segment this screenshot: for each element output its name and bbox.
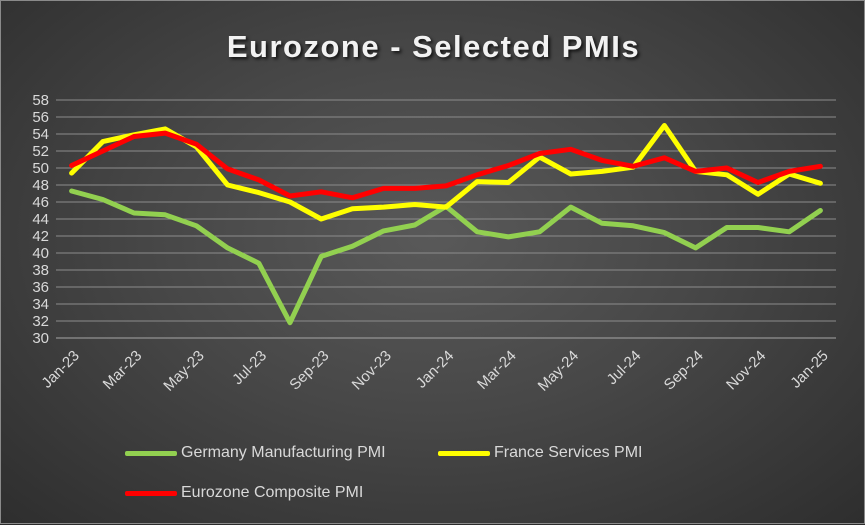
legend-item-france: France Services PMI <box>438 441 642 465</box>
y-tick-label: 58 <box>32 92 49 109</box>
y-tick-label: 36 <box>32 279 49 296</box>
legend-label-france: France Services PMI <box>494 444 643 461</box>
y-tick-label: 46 <box>32 194 49 211</box>
legend-swatch-france <box>438 450 490 456</box>
x-tick-label: May-23 <box>160 347 207 394</box>
y-tick-label: 30 <box>32 330 49 347</box>
x-tick-label: Jul-24 <box>604 347 645 388</box>
series-line-0 <box>69 188 823 326</box>
x-tick-label: Jan-25 <box>787 347 831 391</box>
legend-item-germany: Germany Manufacturing PMI <box>125 441 386 465</box>
y-tick-label: 42 <box>32 228 49 245</box>
x-tick-label: May-24 <box>535 347 582 394</box>
x-tick-label: Nov-23 <box>349 347 395 393</box>
legend-item-eurozone: Eurozone Composite PMI <box>125 481 363 505</box>
y-tick-label: 56 <box>32 109 49 126</box>
y-tick-label: 44 <box>32 211 49 228</box>
x-tick-label: Jul-23 <box>229 347 270 388</box>
y-tick-label: 38 <box>32 262 49 279</box>
y-tick-label: 54 <box>32 126 49 143</box>
legend-label-germany: Germany Manufacturing PMI <box>181 444 386 461</box>
series-line-2 <box>69 130 823 201</box>
x-tick-label: Mar-24 <box>474 347 520 393</box>
y-tick-label: 52 <box>32 143 49 160</box>
x-tick-label: Nov-24 <box>723 347 769 393</box>
y-tick-label: 50 <box>32 160 49 177</box>
chart-title: Eurozone - Selected PMIs <box>226 29 641 64</box>
legend-label-eurozone: Eurozone Composite PMI <box>181 484 364 501</box>
x-tick-label: Mar-23 <box>100 347 146 393</box>
y-tick-label: 48 <box>32 177 49 194</box>
x-tick-label: Jan-23 <box>38 347 82 391</box>
y-tick-label: 32 <box>32 313 49 330</box>
y-tick-label: 34 <box>32 296 49 313</box>
legend-swatch-germany <box>125 450 177 456</box>
x-tick-label: Sep-24 <box>661 347 707 393</box>
x-tick-label: Sep-23 <box>286 347 332 393</box>
y-tick-label: 40 <box>32 245 49 262</box>
legend-swatch-eurozone <box>125 490 177 496</box>
x-tick-label: Jan-24 <box>413 347 457 391</box>
